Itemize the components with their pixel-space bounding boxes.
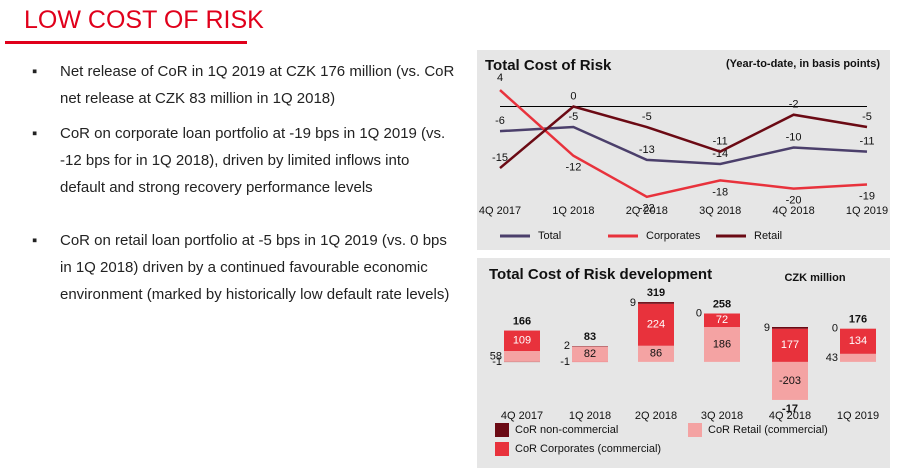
bar-segment — [504, 330, 540, 351]
bullet: CoR on corporate loan portfolio at -19 b… — [32, 120, 455, 201]
legend-label: Total — [538, 230, 561, 242]
chart-title: Total Cost of Risk — [485, 57, 612, 74]
panel — [477, 258, 890, 468]
legend-label: CoR non-commercial — [515, 424, 618, 436]
legend-label: CoR Retail (commercial) — [708, 424, 828, 436]
x-tick-label: 4Q 2018 — [769, 410, 811, 422]
data-label: -203 — [779, 375, 801, 387]
data-label: -19 — [859, 190, 875, 202]
data-label: -20 — [786, 194, 802, 206]
series-line — [499, 125, 868, 166]
legend-swatch — [495, 423, 509, 437]
data-label: 72 — [716, 314, 728, 326]
total-label: 83 — [584, 331, 596, 343]
bar-segment — [704, 313, 740, 327]
data-label: -13 — [639, 144, 655, 156]
data-label: -5 — [862, 111, 872, 123]
legend-label: Retail — [754, 230, 782, 242]
bullet: Net release of CoR in 1Q 2019 at CZK 176… — [32, 58, 455, 112]
bar-segment — [572, 346, 608, 362]
data-label: -1 — [560, 356, 570, 368]
data-label: 134 — [849, 335, 867, 347]
x-tick-label: 3Q 2018 — [699, 205, 741, 217]
x-tick-label: 3Q 2018 — [701, 410, 743, 422]
bar-segment — [840, 328, 876, 354]
bar-segment — [638, 303, 674, 346]
x-tick-label: 2Q 2018 — [635, 410, 677, 422]
data-label: 86 — [650, 348, 662, 360]
chart-subtitle: CZK million — [784, 272, 845, 284]
data-label: 186 — [713, 338, 731, 350]
data-label: 177 — [781, 339, 799, 351]
chart-subtitle: (Year-to-date, in basis points) — [726, 58, 880, 70]
data-label: 0 — [570, 90, 576, 102]
legend-swatch — [495, 442, 509, 456]
bar-segment — [638, 302, 674, 304]
data-label: 9 — [630, 297, 636, 309]
total-label: 319 — [647, 287, 665, 299]
slide-title: LOW COST OF RISK — [24, 6, 264, 34]
bar-segment — [504, 351, 540, 362]
bar-segment — [772, 328, 808, 362]
bar-segment — [772, 327, 808, 329]
bar-segment — [772, 361, 808, 400]
total-label: 166 — [513, 315, 531, 327]
data-label: -1 — [492, 356, 502, 368]
series-line — [499, 105, 868, 170]
data-label: -10 — [786, 131, 802, 143]
x-tick-label: 4Q 2017 — [479, 205, 521, 217]
data-label: 0 — [832, 323, 838, 335]
data-label: 43 — [826, 352, 838, 364]
total-label: 176 — [849, 314, 867, 326]
data-label: -11 — [859, 136, 874, 148]
chart-title: Total Cost of Risk development — [489, 266, 712, 283]
data-label: 0 — [696, 307, 702, 319]
series-line — [499, 89, 868, 199]
legend-label: CoR Corporates (commercial) — [515, 443, 661, 455]
total-label: -17 — [782, 403, 798, 415]
data-label: 224 — [647, 319, 665, 331]
title-rule — [5, 41, 247, 44]
bar-segment — [704, 327, 740, 362]
bullet: CoR on retail loan portfolio at -5 bps i… — [32, 227, 455, 308]
data-label: -6 — [495, 115, 505, 127]
x-tick-label: 1Q 2018 — [552, 205, 594, 217]
data-label: -12 — [565, 162, 581, 174]
x-tick-label: 4Q 2017 — [501, 410, 543, 422]
data-label: -18 — [712, 186, 728, 198]
data-label: 82 — [584, 348, 596, 360]
legend-label: Corporates — [646, 230, 701, 242]
data-label: 109 — [513, 335, 531, 347]
data-label: -2 — [789, 99, 799, 111]
x-tick-label: 4Q 2018 — [772, 205, 814, 217]
total-label: 258 — [713, 298, 731, 310]
data-label: -5 — [642, 111, 652, 123]
x-tick-label: 2Q 2018 — [626, 205, 668, 217]
data-label: -22 — [639, 203, 655, 215]
data-label: -5 — [569, 111, 579, 123]
data-label: 4 — [497, 72, 503, 84]
legend-swatch — [688, 423, 702, 437]
data-label: 2 — [564, 340, 570, 352]
data-label: -15 — [492, 152, 508, 164]
bar-segment — [840, 353, 876, 362]
data-label: -11 — [713, 136, 728, 148]
x-tick-label: 1Q 2019 — [846, 205, 888, 217]
x-tick-label: 1Q 2019 — [837, 410, 879, 422]
data-label: 58 — [490, 350, 502, 362]
x-tick-label: 1Q 2018 — [569, 410, 611, 422]
data-label: 9 — [764, 322, 770, 334]
bar-segment — [638, 345, 674, 362]
